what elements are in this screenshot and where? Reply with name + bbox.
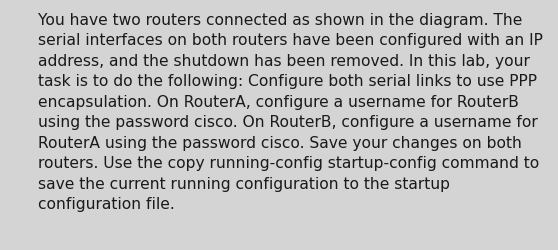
Text: serial interfaces on both routers have been configured with an IP: serial interfaces on both routers have b…	[38, 33, 543, 48]
Text: You have two routers connected as shown in the diagram. The: You have two routers connected as shown …	[38, 13, 522, 28]
Text: using the password cisco. On RouterB, configure a username for: using the password cisco. On RouterB, co…	[38, 115, 538, 130]
Text: RouterA using the password cisco. Save your changes on both: RouterA using the password cisco. Save y…	[38, 136, 522, 150]
Text: task is to do the following: Configure both serial links to use PPP: task is to do the following: Configure b…	[38, 74, 537, 89]
Text: encapsulation. On RouterA, configure a username for RouterB: encapsulation. On RouterA, configure a u…	[38, 94, 519, 110]
Text: configuration file.: configuration file.	[38, 197, 175, 212]
Text: address, and the shutdown has been removed. In this lab, your: address, and the shutdown has been remov…	[38, 54, 530, 69]
Text: routers. Use the copy running-config startup-config command to: routers. Use the copy running-config sta…	[38, 156, 539, 171]
Text: save the current running configuration to the startup: save the current running configuration t…	[38, 176, 450, 191]
